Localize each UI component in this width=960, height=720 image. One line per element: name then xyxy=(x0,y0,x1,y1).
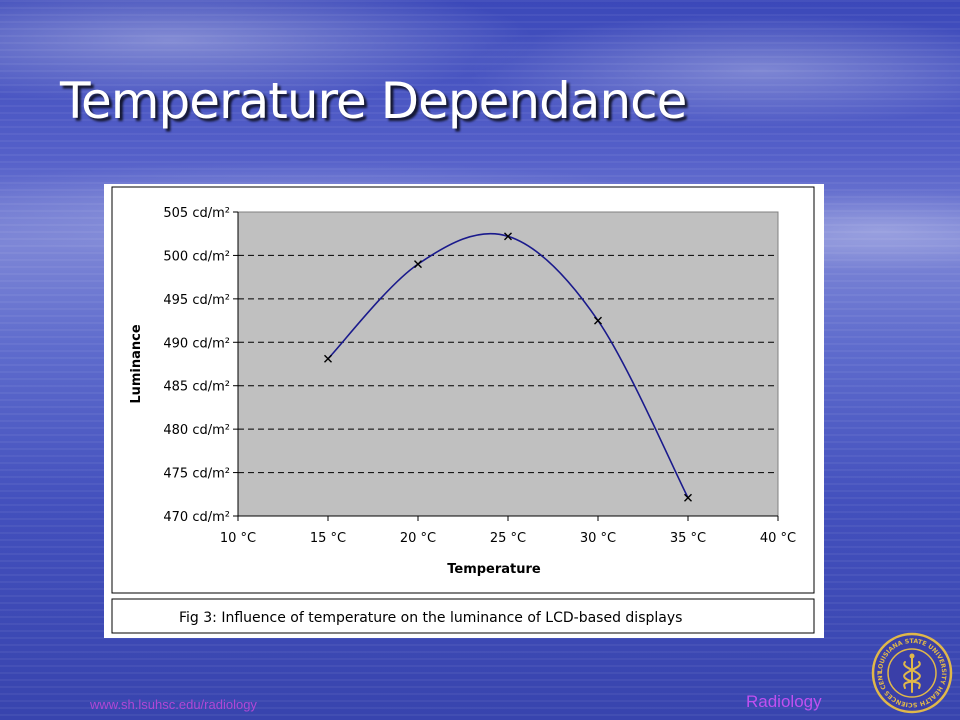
x-tick-label: 25 °C xyxy=(490,531,526,546)
y-axis-label: Luminance xyxy=(129,324,144,404)
x-tick-label: 35 °C xyxy=(670,531,706,546)
chart-area-border xyxy=(111,186,815,594)
data-point-marker xyxy=(324,354,332,363)
figure-caption: Fig 3: Influence of temperature on the l… xyxy=(179,610,682,626)
y-tick-label: 505 cd/m² xyxy=(163,206,230,221)
data-point-marker xyxy=(504,232,512,241)
data-point-marker xyxy=(594,316,602,325)
y-tick-label: 475 cd/m² xyxy=(163,467,230,482)
footer-url-link[interactable]: www.sh.lsuhsc.edu/radiology xyxy=(90,697,257,712)
luminance-chart: 505 cd/m² 500 cd/m² 495 cd/m² 490 cd/m² 485 … xyxy=(111,186,815,634)
caption-border xyxy=(111,598,815,634)
university-seal-icon: LOUISIANA STATE UNIVERSITY HEALTH SCIENC… xyxy=(871,632,953,714)
chart-figure: 505 cd/m² 500 cd/m² 495 cd/m² 490 cd/m² 485 … xyxy=(104,184,824,638)
y-tick-label: 490 cd/m² xyxy=(163,336,230,351)
y-tick-label: 500 cd/m² xyxy=(163,249,230,264)
data-point-marker xyxy=(684,493,692,502)
data-point-marker xyxy=(414,260,422,269)
y-tick-label: 470 cd/m² xyxy=(163,510,230,525)
x-tick-label: 15 °C xyxy=(310,531,346,546)
x-tick-label: 40 °C xyxy=(760,531,796,546)
y-tick-label: 485 cd/m² xyxy=(163,380,230,395)
x-tick-label: 20 °C xyxy=(400,531,436,546)
y-tick-label: 480 cd/m² xyxy=(163,423,230,438)
luminance-series-line xyxy=(327,232,689,499)
x-tick-label: 30 °C xyxy=(580,531,616,546)
plot-area xyxy=(237,211,779,517)
x-tick-label: 10 °C xyxy=(220,531,256,546)
y-tick-label: 495 cd/m² xyxy=(163,293,230,308)
x-axis-label: Temperature xyxy=(447,562,541,577)
footer-brand-label: Radiology xyxy=(746,692,822,711)
slide-title: Temperature Dependance xyxy=(60,72,687,130)
